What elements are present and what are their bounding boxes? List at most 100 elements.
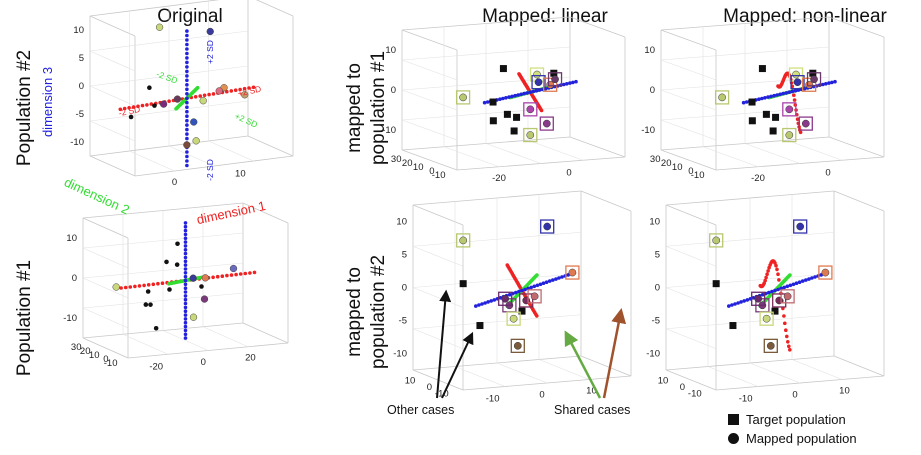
z-tick-label: 0	[655, 283, 660, 294]
dimension-line-dot	[492, 298, 497, 302]
dimension-line-dot	[742, 299, 746, 303]
row-label-population-1: Population #1	[14, 260, 35, 376]
dimension-line-dot	[215, 274, 220, 279]
target-square-marker	[798, 116, 813, 131]
dimension-line-dot	[773, 288, 777, 293]
target-point	[748, 98, 756, 106]
dimension-line-dot	[531, 89, 536, 94]
dimension-line-dot	[776, 272, 780, 277]
dimension-line-dot	[248, 271, 252, 275]
dimension-line-dot	[534, 89, 539, 93]
mapped-point	[712, 236, 721, 245]
dimension-line-dot	[183, 332, 188, 337]
dimension-line-dot	[133, 284, 137, 289]
target-square-marker	[498, 291, 513, 306]
dimension-line-dot	[785, 334, 789, 339]
y-tick-label: -10	[432, 170, 446, 181]
arrow-other-2	[441, 331, 474, 399]
dimension-line-dot	[183, 313, 188, 317]
dimension-line-dot	[185, 96, 189, 101]
data-point	[173, 95, 182, 103]
dimension-line-dot	[185, 51, 189, 56]
dimension-line-dot	[736, 301, 740, 305]
box-edge	[247, 135, 294, 157]
data-point	[199, 97, 207, 105]
x-tick-label: 10	[839, 385, 850, 396]
dimension-line-dot	[485, 100, 490, 104]
dimension-line-dot	[788, 348, 792, 352]
grid-line	[82, 307, 129, 329]
arrow-shared-green	[564, 330, 602, 399]
box-edge	[665, 369, 717, 391]
dimension-line-dot	[775, 93, 779, 97]
grid-line	[660, 89, 717, 111]
z-tick-label: -10	[63, 313, 77, 324]
dimension-line-dot	[513, 93, 517, 98]
box-edge	[660, 149, 717, 171]
dimension-line-dot	[123, 285, 128, 290]
dimension-line-dot	[185, 74, 189, 78]
grid-line	[707, 366, 759, 387]
dimension-line-dot	[183, 290, 188, 294]
target-square-marker	[565, 265, 580, 280]
dimension-line-dot	[763, 278, 767, 283]
dimension-line-dot	[174, 107, 178, 111]
box-edge	[580, 190, 632, 212]
dimension-line-dot	[185, 127, 189, 132]
z-tick-label: 10	[396, 217, 407, 228]
dimension-line-dot	[777, 278, 781, 282]
data-point	[148, 302, 153, 307]
dimension-line-dot	[183, 267, 188, 271]
target-point	[489, 117, 497, 125]
grid-line	[527, 139, 584, 161]
dimension-line-dot	[523, 287, 527, 292]
dimension-line-dot	[225, 273, 229, 278]
target-point	[758, 65, 766, 73]
data-point	[183, 141, 191, 149]
mapped-point	[762, 314, 771, 323]
grid-line	[412, 328, 464, 350]
mapped-point	[796, 222, 805, 231]
data-point	[152, 103, 157, 108]
z-tick-label: -10	[393, 349, 407, 360]
z-tick-label: -10	[646, 349, 660, 360]
box-edge	[833, 355, 885, 377]
dimension-line-dot	[514, 290, 518, 295]
legend-mapped: Mapped population	[746, 431, 857, 446]
dimension-line-dot	[766, 95, 770, 99]
box-edge	[401, 29, 458, 51]
box-edge	[401, 149, 458, 171]
dimension-line-dot	[539, 108, 544, 113]
target-point	[499, 65, 507, 73]
dimension-line-dot	[560, 275, 564, 279]
y-tick-label: 20	[402, 158, 413, 169]
dimension-line-dot	[183, 274, 188, 279]
dimension-line-dot	[185, 47, 189, 51]
grid-line	[665, 245, 717, 267]
grid-line	[665, 328, 717, 350]
box-edge	[242, 202, 289, 224]
z-tick-label: -10	[641, 125, 655, 136]
data-point	[155, 23, 164, 31]
dimension-line-dot	[118, 107, 123, 112]
dimension-line-dot	[136, 104, 140, 109]
grid-line	[749, 362, 801, 384]
dimension-line-dot	[185, 136, 189, 141]
mapped-point	[533, 70, 541, 79]
target-square-marker	[527, 289, 542, 304]
target-square-marker	[709, 233, 724, 248]
dimension-line-dot	[798, 130, 803, 135]
dimension-line-dot	[183, 224, 188, 229]
x-tick-label: 20	[245, 353, 256, 364]
dimension-line-dot	[568, 81, 572, 85]
data-point	[159, 100, 168, 108]
y-tick-label: 10	[413, 162, 424, 173]
dimension-line-dot	[535, 314, 539, 318]
dimension-line-dot	[131, 105, 136, 109]
z-tick-label: -10	[70, 137, 84, 148]
mapped-label-1b: population #1	[368, 51, 389, 165]
z-tick-label: 10	[644, 45, 655, 56]
dimension-line-dot	[776, 287, 780, 292]
target-point	[503, 110, 511, 118]
